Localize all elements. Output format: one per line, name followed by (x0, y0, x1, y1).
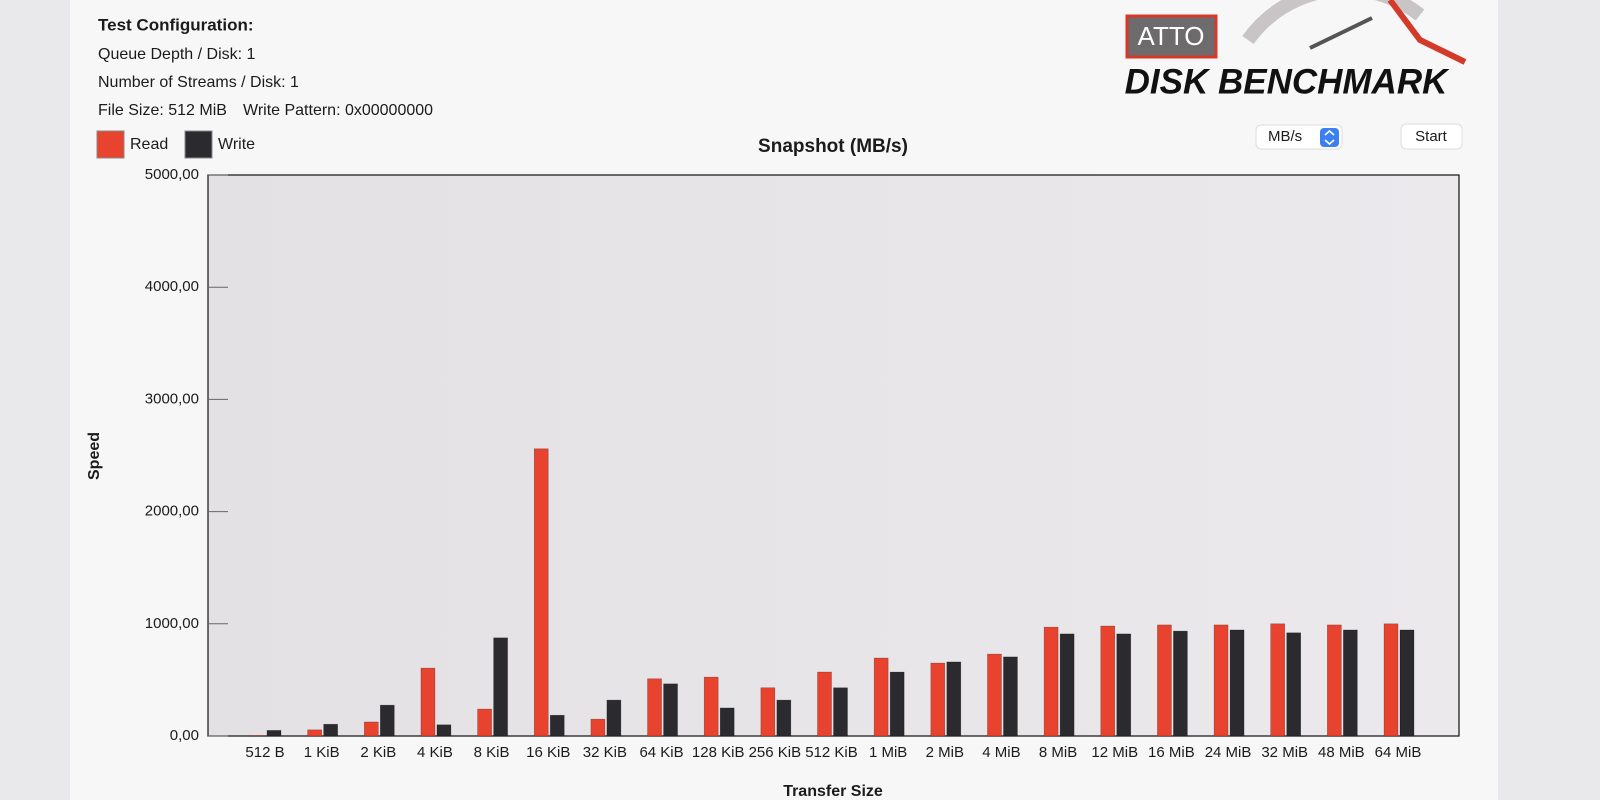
legend-label: Read (130, 136, 168, 153)
bar (549, 714, 565, 737)
bar (1327, 624, 1342, 737)
config-line: Number of Streams / Disk: 1 (98, 74, 299, 91)
bar (1229, 629, 1245, 737)
plot-area (207, 174, 1460, 737)
bar (363, 721, 379, 737)
bar (930, 662, 946, 737)
bar (889, 671, 905, 737)
x-tick-label: 32 MiB (1261, 744, 1308, 761)
bar (1157, 624, 1172, 737)
x-tick-label: 256 KiB (749, 744, 802, 761)
x-tick-label: 128 KiB (692, 744, 745, 761)
bar (493, 637, 508, 737)
bar (477, 708, 492, 737)
chart-title: Snapshot (MB/s) (758, 136, 908, 157)
bar (420, 667, 436, 737)
bar (307, 729, 322, 737)
bar (1383, 623, 1399, 737)
bar (1059, 633, 1075, 737)
bar (760, 687, 776, 737)
x-tick-label: 64 KiB (639, 744, 683, 761)
stepper-arrows (1324, 129, 1335, 146)
x-tick-label: 32 KiB (583, 744, 627, 761)
unit-select[interactable]: MB/s (1255, 124, 1343, 150)
y-tick-label: 0,00 (170, 727, 199, 744)
x-tick-label: 24 MiB (1205, 744, 1252, 761)
bar (1173, 630, 1188, 737)
x-tick-label: 1 KiB (304, 744, 340, 761)
y-tick-label: 5000,00 (145, 166, 199, 183)
x-tick-label: 16 KiB (526, 744, 570, 761)
brand-box (1125, 14, 1218, 59)
legend-swatch (184, 130, 213, 159)
x-tick-label: 512 B (245, 744, 284, 761)
bar (1100, 625, 1116, 737)
y-tick-label: 3000,00 (145, 390, 199, 407)
bar (1343, 629, 1358, 737)
start-button[interactable]: Start (1400, 123, 1463, 150)
x-tick-label: 1 MiB (869, 744, 907, 761)
x-tick-label: 16 MiB (1148, 744, 1195, 761)
button-box[interactable] (1400, 123, 1463, 150)
x-tick-label: 512 KiB (805, 744, 858, 761)
logo: ATTO DISK BENCHMARK (1125, 0, 1467, 101)
bar (1213, 624, 1229, 737)
x-tick-label: 8 MiB (1039, 744, 1077, 761)
bar (719, 707, 735, 737)
x-tick-label: 4 MiB (982, 744, 1020, 761)
bar (436, 724, 452, 737)
bar (663, 683, 678, 737)
x-tick-label: 4 KiB (417, 744, 453, 761)
x-tick-label: 8 KiB (474, 744, 510, 761)
bar (379, 704, 395, 737)
bar (266, 730, 282, 737)
legend-label: Write (218, 136, 255, 153)
x-axis-title: Transfer Size (783, 783, 883, 800)
bar (776, 699, 792, 737)
gauge-needle (1309, 16, 1373, 50)
bar (323, 723, 338, 737)
bar (1003, 656, 1018, 737)
x-tick-label: 48 MiB (1318, 744, 1365, 761)
bar (946, 661, 962, 737)
bar (817, 671, 832, 737)
bar (703, 676, 719, 737)
bar (606, 699, 622, 737)
y-tick-label: 1000,00 (145, 615, 199, 632)
bar (873, 657, 889, 737)
bar (647, 678, 662, 737)
button-label[interactable]: Start (1415, 128, 1448, 145)
gauge-arc (1242, 0, 1425, 45)
gauge-accent (1387, 0, 1467, 65)
bar (833, 687, 848, 737)
bar (590, 718, 606, 737)
config-line: File Size: 512 MiB (98, 102, 227, 119)
unit-label[interactable]: MB/s (1268, 128, 1302, 145)
x-tick-label: 64 MiB (1375, 744, 1422, 761)
y-tick-label: 2000,00 (145, 503, 199, 520)
bar (533, 448, 549, 737)
x-tick-label: 2 MiB (926, 744, 964, 761)
legend-swatch (96, 130, 125, 159)
select-stepper[interactable] (1320, 128, 1339, 147)
config-heading: Test Configuration: (98, 15, 254, 34)
x-tick-label: 2 KiB (360, 744, 396, 761)
product-name: DISK BENCHMARK (1125, 62, 1451, 101)
bar (1270, 623, 1285, 737)
config-line: Write Pattern: 0x00000000 (243, 102, 433, 119)
y-axis-title: Speed (86, 432, 103, 480)
bar (987, 653, 1002, 737)
bar (1116, 633, 1132, 737)
brand: ATTO (1138, 21, 1205, 51)
x-tick-label: 12 MiB (1091, 744, 1138, 761)
bar (1286, 632, 1301, 737)
bar (1043, 626, 1059, 737)
bar (250, 735, 266, 737)
y-tick-label: 4000,00 (145, 278, 199, 295)
config-line: Queue Depth / Disk: 1 (98, 46, 256, 63)
bar (1399, 629, 1415, 737)
